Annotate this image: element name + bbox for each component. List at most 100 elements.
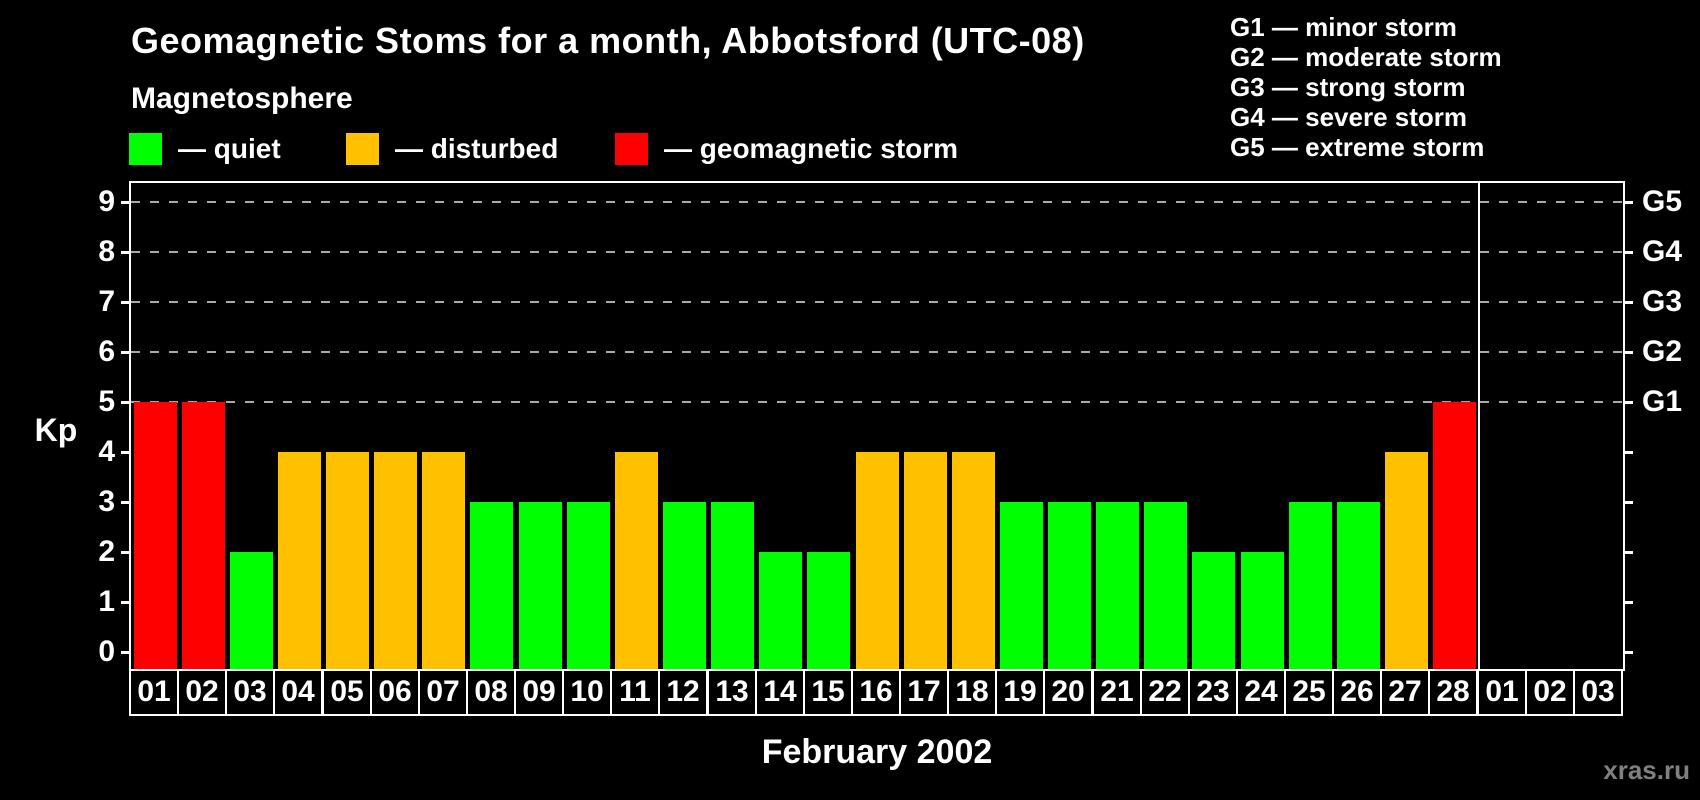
kp-bar-day-21 xyxy=(1096,502,1140,669)
day-cell-feb-18: 18 xyxy=(947,669,997,716)
day-cell-feb-03: 03 xyxy=(225,669,275,716)
day-cell-feb-22: 22 xyxy=(1140,669,1190,716)
right-tick-0 xyxy=(1625,651,1633,654)
right-tick-2 xyxy=(1625,551,1633,554)
kp-bar-day-01 xyxy=(133,402,177,669)
y-tick-6 xyxy=(121,351,129,354)
right-tick-8 xyxy=(1625,251,1633,254)
y-tick-8 xyxy=(121,251,129,254)
storm-scale-line-4: G4 — severe storm xyxy=(1230,102,1468,132)
kp-bar-day-18 xyxy=(951,452,995,669)
g-level-label-G5: G5 xyxy=(1642,185,1683,218)
kp-bar-day-04 xyxy=(277,452,321,669)
watermark: xras.ru xyxy=(1603,755,1690,785)
y-tick-label-4: 4 xyxy=(98,435,115,468)
magnetosphere-legend: — quiet — disturbed — geomagnetic storm xyxy=(0,133,1100,169)
day-cell-feb-21: 21 xyxy=(1092,669,1142,716)
day-cell-feb-04: 04 xyxy=(273,669,323,716)
kp-bar-day-07 xyxy=(422,452,466,669)
legend-item-quiet: — quiet xyxy=(129,133,281,165)
y-tick-label-6: 6 xyxy=(98,335,115,368)
storm-scale-line-3: G3 — strong storm xyxy=(1230,72,1466,102)
day-cell-feb-27: 27 xyxy=(1380,669,1430,716)
y-tick-1 xyxy=(121,601,129,604)
y-tick-4 xyxy=(121,451,129,454)
kp-bar-day-24 xyxy=(1240,552,1284,669)
day-cell-feb-23: 23 xyxy=(1188,669,1238,716)
storm-scale-line-2: G2 — moderate storm xyxy=(1230,42,1502,72)
y-tick-label-7: 7 xyxy=(98,285,115,318)
y-axis-label: Kp xyxy=(34,412,78,448)
y-tick-label-2: 2 xyxy=(98,535,115,568)
kp-bar-day-19 xyxy=(999,502,1043,669)
plot-area xyxy=(129,181,1625,671)
g-level-label-G3: G3 xyxy=(1642,285,1683,318)
g-level-label-G4: G4 xyxy=(1642,235,1683,268)
kp-bar-day-08 xyxy=(470,502,514,669)
day-cell-feb-12: 12 xyxy=(658,669,708,716)
right-tick-5 xyxy=(1625,401,1633,404)
kp-bar-day-14 xyxy=(759,552,803,669)
y-tick-label-1: 1 xyxy=(98,585,115,618)
right-tick-1 xyxy=(1625,601,1633,604)
x-axis-title: February 2002 xyxy=(761,733,993,771)
day-cell-feb-13: 13 xyxy=(707,669,757,716)
storm-scale-legend: G1 — minor storm G2 — moderate storm G3 — … xyxy=(1230,12,1502,162)
right-tick-4 xyxy=(1625,451,1633,454)
kp-bar-day-05 xyxy=(326,452,370,669)
day-cell-next-03: 03 xyxy=(1573,669,1623,716)
kp-bar-day-25 xyxy=(1288,502,1332,669)
kp-bar-day-20 xyxy=(1048,502,1092,669)
kp-bar-day-23 xyxy=(1192,552,1236,669)
kp-bar-day-26 xyxy=(1336,502,1380,669)
day-cell-feb-10: 10 xyxy=(562,669,612,716)
day-cell-feb-17: 17 xyxy=(899,669,949,716)
day-cell-feb-07: 07 xyxy=(418,669,468,716)
y-tick-5 xyxy=(121,401,129,404)
kp-bar-day-10 xyxy=(566,502,610,669)
y-tick-label-3: 3 xyxy=(98,485,115,518)
y-tick-0 xyxy=(121,651,129,654)
storm-label: — geomagnetic storm xyxy=(664,133,959,164)
magnetosphere-label: Magnetosphere xyxy=(131,82,353,115)
right-tick-3 xyxy=(1625,501,1633,504)
legend-item-storm: — geomagnetic storm xyxy=(615,133,958,165)
kp-bar-day-17 xyxy=(903,452,947,669)
day-cell-feb-19: 19 xyxy=(995,669,1045,716)
disturbed-swatch xyxy=(346,133,379,165)
kp-bar-day-22 xyxy=(1144,502,1188,669)
kp-gridline-8 xyxy=(131,251,1623,253)
right-tick-6 xyxy=(1625,351,1633,354)
chart-title: Geomagnetic Stoms for a month, Abbotsfor… xyxy=(131,20,1085,61)
kp-bar-day-03 xyxy=(229,552,273,669)
y-tick-label-8: 8 xyxy=(98,235,115,268)
y-tick-2 xyxy=(121,551,129,554)
kp-bar-day-06 xyxy=(374,452,418,669)
kp-bar-day-13 xyxy=(711,502,755,669)
right-tick-7 xyxy=(1625,301,1633,304)
g-level-label-G2: G2 xyxy=(1642,335,1683,368)
month-separator xyxy=(1477,183,1480,669)
kp-bar-day-28 xyxy=(1433,402,1477,669)
kp-bar-day-02 xyxy=(181,402,225,669)
day-cell-next-01: 01 xyxy=(1477,669,1527,716)
day-cell-feb-28: 28 xyxy=(1428,669,1478,716)
y-tick-label-0: 0 xyxy=(98,635,115,668)
day-cell-feb-25: 25 xyxy=(1284,669,1334,716)
day-cell-feb-15: 15 xyxy=(803,669,853,716)
kp-gridline-9 xyxy=(131,201,1623,203)
y-tick-9 xyxy=(121,201,129,204)
day-cell-next-02: 02 xyxy=(1525,669,1575,716)
day-cell-feb-24: 24 xyxy=(1236,669,1286,716)
legend-item-disturbed: — disturbed xyxy=(346,133,558,165)
day-cell-feb-09: 09 xyxy=(514,669,564,716)
day-cell-feb-08: 08 xyxy=(466,669,516,716)
y-tick-label-5: 5 xyxy=(98,385,115,418)
quiet-swatch xyxy=(129,133,162,165)
kp-bar-day-09 xyxy=(518,502,562,669)
day-cell-feb-20: 20 xyxy=(1043,669,1093,716)
storm-scale-line-1: G1 — minor storm xyxy=(1230,12,1457,42)
kp-bar-day-12 xyxy=(662,502,706,669)
day-cell-feb-26: 26 xyxy=(1332,669,1382,716)
